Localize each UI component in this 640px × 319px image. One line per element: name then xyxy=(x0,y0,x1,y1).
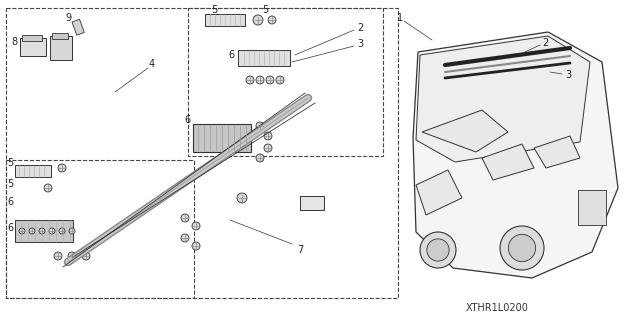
Circle shape xyxy=(58,164,66,172)
Polygon shape xyxy=(422,110,508,152)
Circle shape xyxy=(256,154,264,162)
Text: 2: 2 xyxy=(357,23,363,33)
Circle shape xyxy=(19,228,25,234)
Polygon shape xyxy=(413,32,618,278)
Polygon shape xyxy=(534,136,580,168)
Circle shape xyxy=(68,252,76,260)
Circle shape xyxy=(192,242,200,250)
Text: 3: 3 xyxy=(357,39,363,49)
Bar xyxy=(6,8,398,298)
Circle shape xyxy=(181,214,189,222)
Bar xyxy=(52,33,68,39)
Text: 5: 5 xyxy=(7,179,13,189)
Circle shape xyxy=(500,226,544,270)
Circle shape xyxy=(264,144,272,152)
Text: 6: 6 xyxy=(7,197,13,207)
Circle shape xyxy=(508,234,536,262)
Circle shape xyxy=(39,228,45,234)
Circle shape xyxy=(253,15,263,25)
Text: 7: 7 xyxy=(297,245,303,255)
Circle shape xyxy=(256,122,264,130)
Text: 1: 1 xyxy=(397,13,403,23)
Text: 2: 2 xyxy=(542,38,548,48)
Bar xyxy=(188,8,383,156)
Circle shape xyxy=(237,193,247,203)
Circle shape xyxy=(181,234,189,242)
Circle shape xyxy=(266,76,274,84)
Bar xyxy=(72,19,84,35)
Polygon shape xyxy=(416,170,462,215)
Bar xyxy=(50,36,72,60)
Polygon shape xyxy=(416,36,590,162)
Bar xyxy=(15,165,51,177)
Polygon shape xyxy=(482,144,534,180)
Circle shape xyxy=(49,228,55,234)
Circle shape xyxy=(54,252,62,260)
Text: 9: 9 xyxy=(65,13,71,23)
Circle shape xyxy=(256,76,264,84)
Bar xyxy=(578,190,606,225)
Circle shape xyxy=(192,222,200,230)
Text: 5: 5 xyxy=(7,158,13,168)
Bar xyxy=(193,124,251,152)
Text: 5: 5 xyxy=(262,5,268,15)
Circle shape xyxy=(69,228,75,234)
Bar xyxy=(15,220,73,242)
Circle shape xyxy=(29,228,35,234)
Bar xyxy=(6,160,194,298)
Bar xyxy=(300,196,324,210)
Text: 3: 3 xyxy=(565,70,571,80)
Text: 8: 8 xyxy=(11,37,17,47)
Bar xyxy=(205,14,245,26)
Circle shape xyxy=(44,184,52,192)
Text: 5: 5 xyxy=(211,5,217,15)
Circle shape xyxy=(276,76,284,84)
Circle shape xyxy=(246,76,254,84)
Text: 6: 6 xyxy=(184,115,190,125)
Circle shape xyxy=(420,232,456,268)
Circle shape xyxy=(264,132,272,140)
Bar xyxy=(238,50,290,66)
Circle shape xyxy=(82,252,90,260)
Circle shape xyxy=(427,239,449,261)
Bar xyxy=(20,38,46,56)
Text: XTHR1L0200: XTHR1L0200 xyxy=(465,303,529,313)
Bar xyxy=(22,35,42,41)
Text: 4: 4 xyxy=(149,59,155,69)
Text: 6: 6 xyxy=(228,50,234,60)
Circle shape xyxy=(59,228,65,234)
Circle shape xyxy=(268,16,276,24)
Text: 6: 6 xyxy=(7,223,13,233)
